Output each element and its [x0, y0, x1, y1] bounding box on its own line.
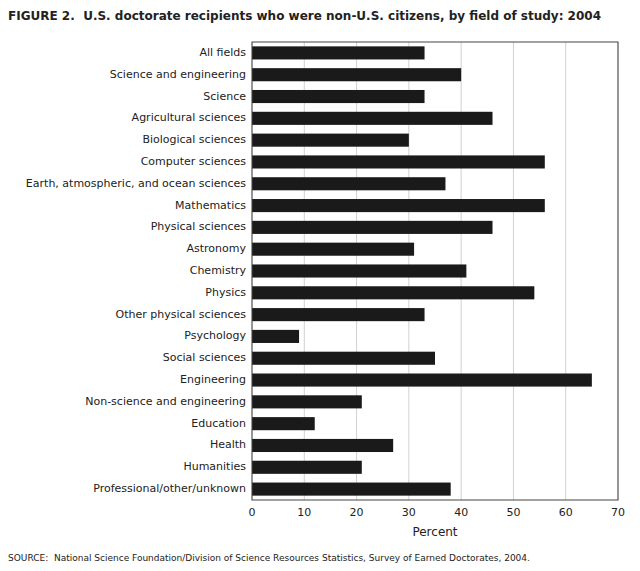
bar [252, 155, 545, 168]
category-label: Chemistry [190, 264, 247, 277]
bar [252, 286, 534, 299]
bar [252, 134, 409, 147]
plot-area [252, 42, 618, 500]
bar [252, 330, 299, 343]
category-label: Mathematics [175, 199, 246, 212]
tick-label: 0 [249, 506, 256, 519]
category-label: Social sciences [163, 351, 246, 364]
chart: 0 10 20 30 40 50 60 70 Professional/other/unknow… [0, 0, 640, 571]
category-label: Physical sciences [151, 220, 247, 233]
bar [252, 221, 493, 234]
category-label: Professional/other/unknown [93, 482, 246, 495]
tick-label: 70 [611, 506, 625, 519]
tick-label: 10 [297, 506, 311, 519]
bar [252, 68, 461, 81]
category-label: Engineering [180, 373, 246, 386]
plot-frame [252, 42, 618, 500]
category-label: Computer sciences [141, 155, 247, 168]
bars [252, 46, 592, 495]
bar [252, 308, 425, 321]
category-label: Biological sciences [142, 133, 246, 146]
category-label: Other physical sciences [116, 308, 247, 321]
tick-label: 20 [350, 506, 364, 519]
tick-label: 30 [402, 506, 416, 519]
bar [252, 243, 414, 256]
tick-label: 50 [506, 506, 520, 519]
y-ticks: Professional/other/unknown Humanities Heal… [26, 46, 247, 495]
bar [252, 374, 592, 387]
bar [252, 352, 435, 365]
tick-label: 40 [454, 506, 468, 519]
bar [252, 461, 362, 474]
category-label: All fields [199, 46, 246, 59]
grid-line [513, 42, 514, 500]
x-ticks: 0 10 20 30 40 50 60 70 [249, 506, 626, 519]
bar [252, 199, 545, 212]
bar [252, 90, 425, 103]
category-label: Earth, atmospheric, and ocean sciences [26, 177, 246, 190]
category-label: Science and engineering [110, 68, 246, 81]
bar [252, 417, 315, 430]
category-label: Science [203, 90, 246, 103]
bar [252, 177, 445, 190]
category-label: Agricultural sciences [132, 111, 247, 124]
bar [252, 395, 362, 408]
category-label: Astronomy [186, 242, 246, 255]
category-label: Humanities [183, 460, 246, 473]
category-label: Physics [205, 286, 246, 299]
bar [252, 264, 466, 277]
grid-line [565, 42, 566, 500]
title: FIGURE 2. U.S. doctorate recipients who … [8, 9, 601, 23]
x-axis-label: Percent [412, 525, 457, 539]
category-label: Psychology [184, 329, 246, 342]
category-label: Education [191, 417, 246, 430]
category-label: Non-science and engineering [85, 395, 246, 408]
bar [252, 46, 425, 59]
bar [252, 112, 493, 125]
bar [252, 483, 451, 496]
annotation: SOURCE: National Science Foundation/Divi… [8, 553, 530, 563]
bar [252, 439, 393, 452]
category-label: Health [210, 438, 246, 451]
tick-label: 60 [559, 506, 573, 519]
grid [252, 42, 618, 500]
